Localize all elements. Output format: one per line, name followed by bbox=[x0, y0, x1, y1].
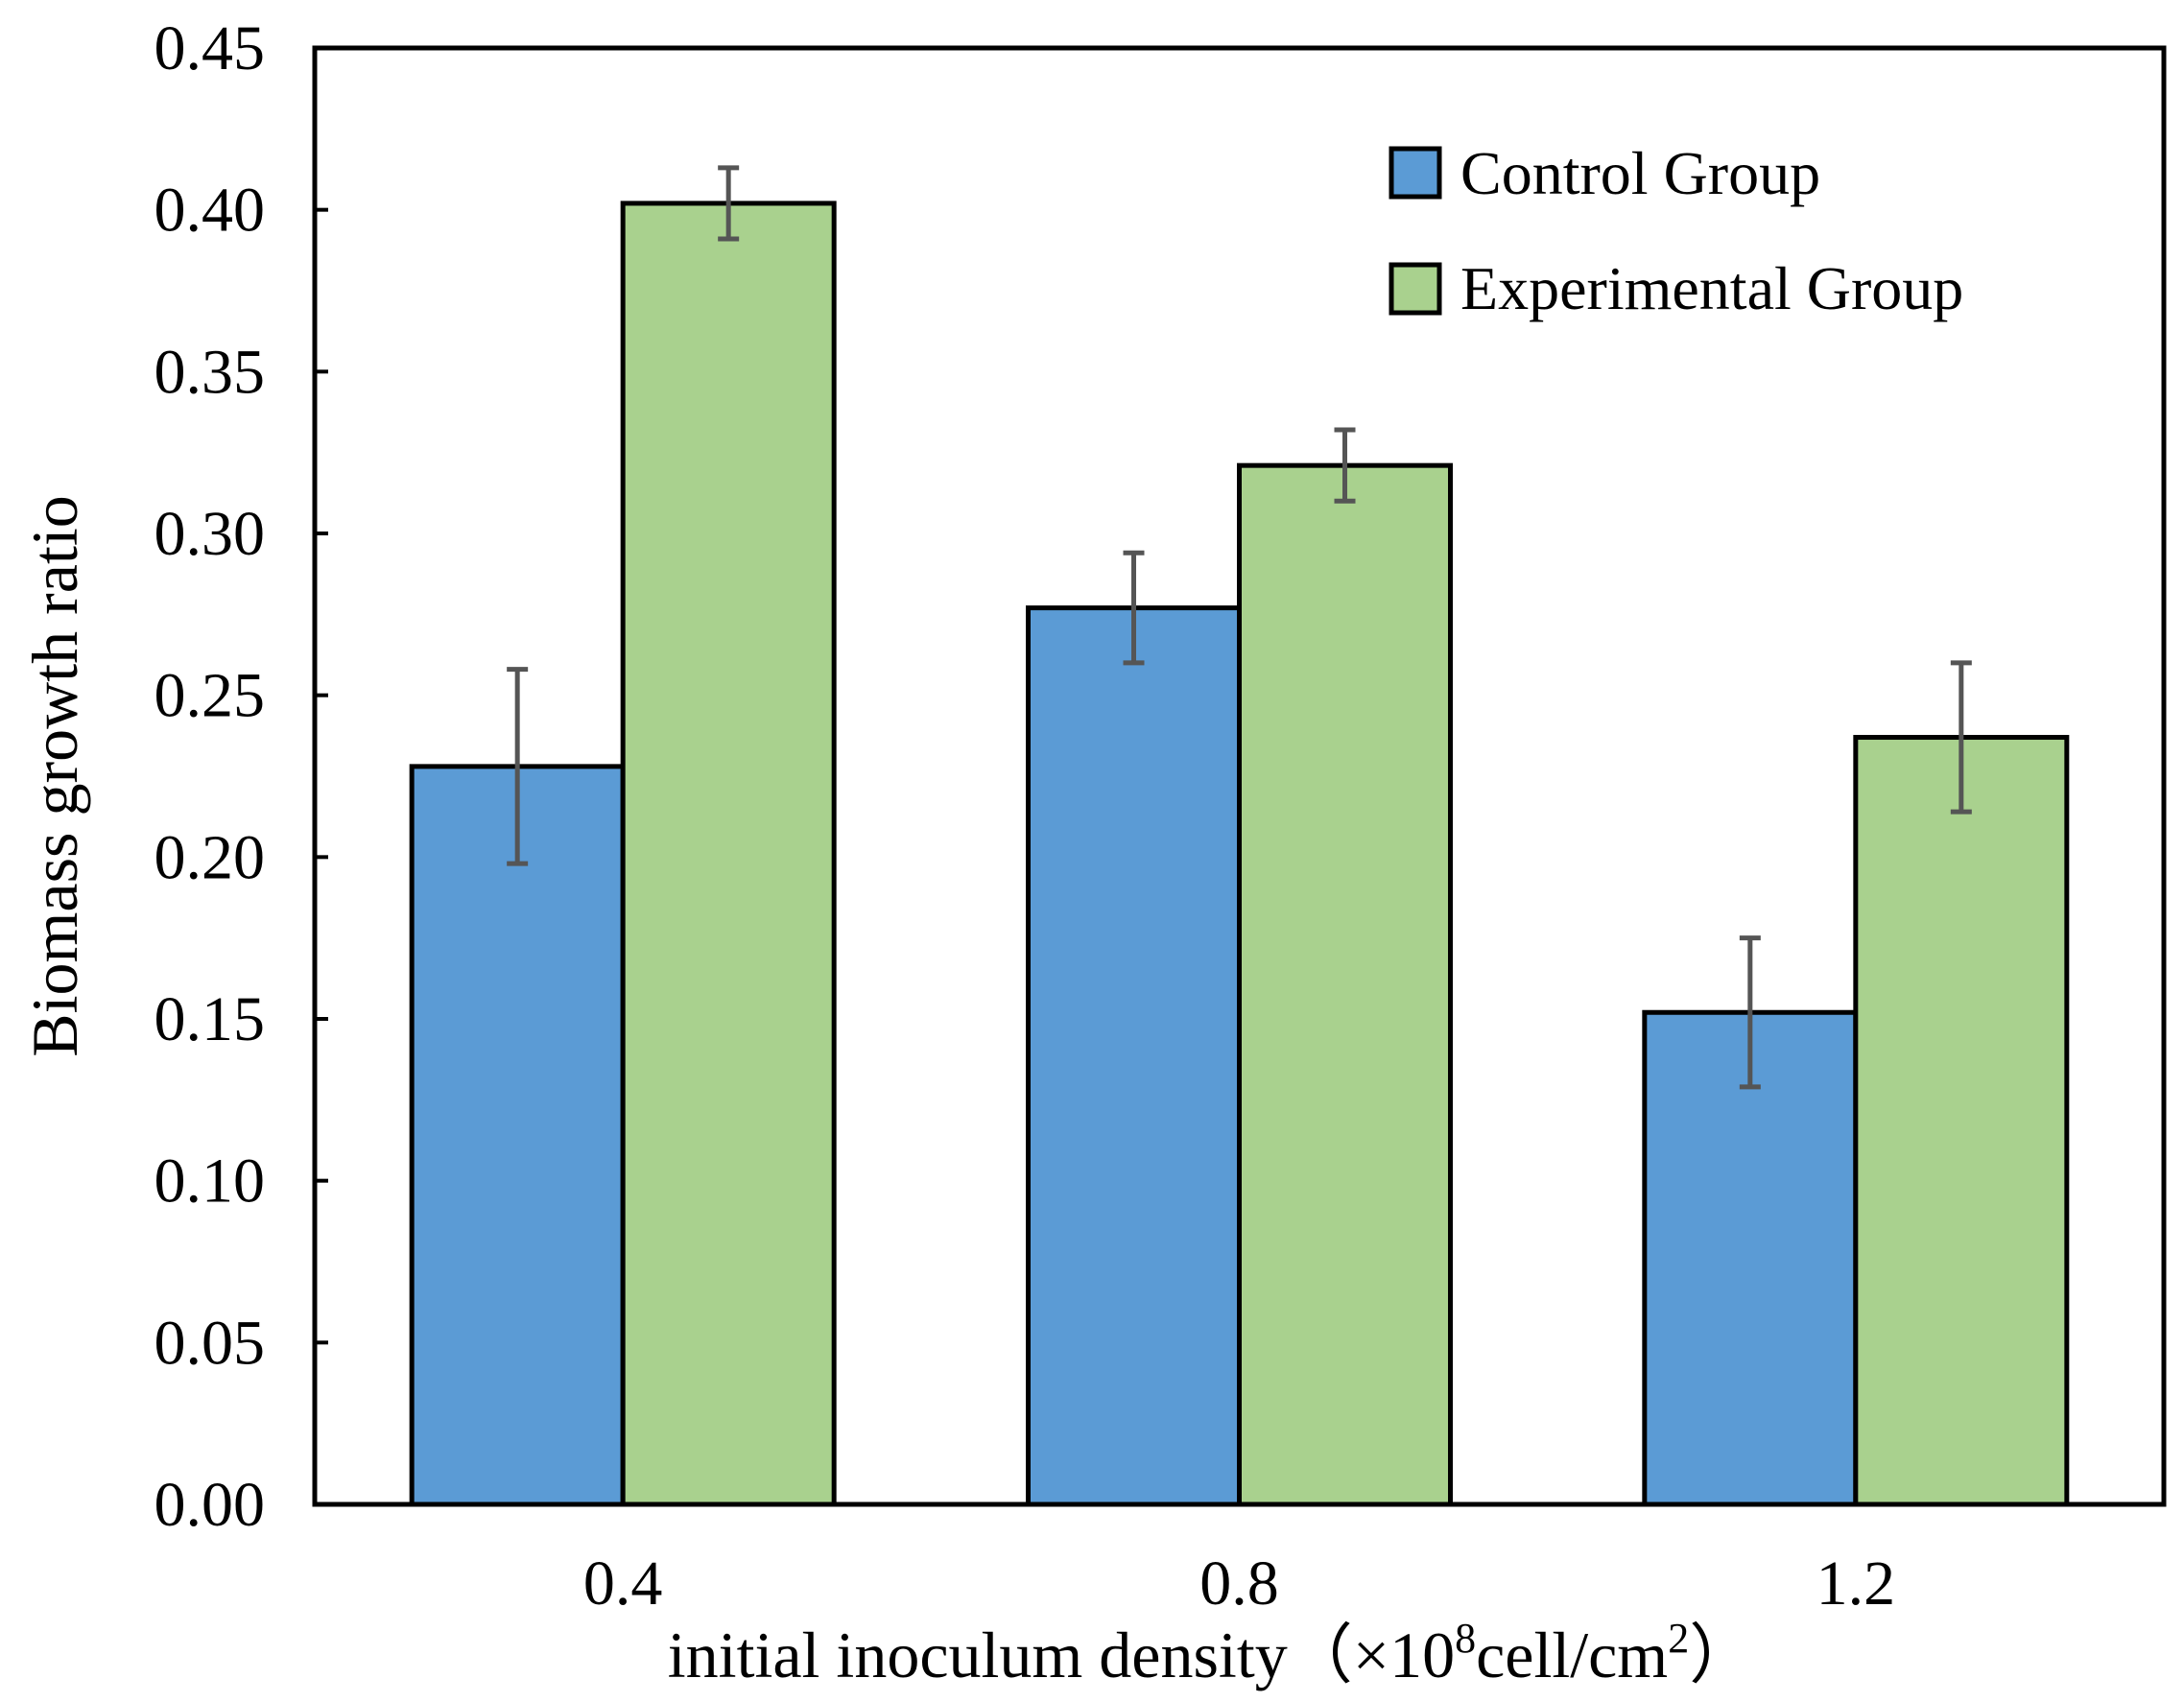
y-tick-label-0: 0.00 bbox=[154, 1470, 266, 1540]
bar-control-1 bbox=[1026, 605, 1242, 1507]
x-tick-label-0: 0.4 bbox=[583, 1548, 663, 1619]
bar-control-2 bbox=[1642, 1009, 1859, 1507]
legend-label-experimental: Experimental Group bbox=[1460, 254, 1963, 322]
legend-swatch-control bbox=[1389, 146, 1442, 200]
x-axis-title-exponent-1: 8 bbox=[1455, 1615, 1476, 1662]
y-axis-title: Biomass growth ratio bbox=[18, 495, 91, 1057]
y-tick-label-9: 0.45 bbox=[154, 13, 266, 83]
legend: Control Group Experimental Group bbox=[1389, 139, 1963, 322]
bar-experimental-1 bbox=[1237, 462, 1453, 1507]
bar-experimental-0 bbox=[620, 201, 837, 1507]
x-axis-title: initial inoculum density（×108cell/cm2） bbox=[668, 1615, 1754, 1691]
x-axis-title-unit: cell/cm bbox=[1476, 1619, 1668, 1691]
y-tick-label-5: 0.25 bbox=[154, 661, 266, 731]
x-axis-title-exponent-2: 2 bbox=[1668, 1615, 1689, 1662]
x-axis-title-prefix: initial inoculum density（×10 bbox=[668, 1619, 1455, 1691]
x-tick-label-2: 1.2 bbox=[1816, 1548, 1896, 1619]
legend-swatch-experimental bbox=[1389, 262, 1442, 316]
y-tick-label-3: 0.15 bbox=[154, 984, 266, 1054]
bar-control-0 bbox=[409, 764, 626, 1507]
legend-label-control: Control Group bbox=[1460, 139, 1820, 207]
y-tick-label-8: 0.40 bbox=[154, 176, 266, 246]
y-tick-label-7: 0.35 bbox=[154, 337, 266, 407]
x-axis-title-suffix: ） bbox=[1689, 1619, 1754, 1691]
y-tick-label-2: 0.10 bbox=[154, 1146, 266, 1217]
bars-layer bbox=[409, 165, 2070, 1507]
x-tick-label-1: 0.8 bbox=[1199, 1548, 1279, 1619]
bar-experimental-2 bbox=[1853, 735, 2070, 1507]
y-axis-ticks: 0.00 0.05 0.10 0.15 0.20 0.25 0.30 0.35 0.40 0.45 bbox=[154, 13, 328, 1540]
y-tick-label-4: 0.20 bbox=[154, 822, 266, 892]
y-tick-label-1: 0.05 bbox=[154, 1308, 266, 1378]
x-axis-ticks: 0.4 0.8 1.2 bbox=[583, 1548, 1895, 1619]
y-tick-label-6: 0.30 bbox=[154, 499, 266, 569]
